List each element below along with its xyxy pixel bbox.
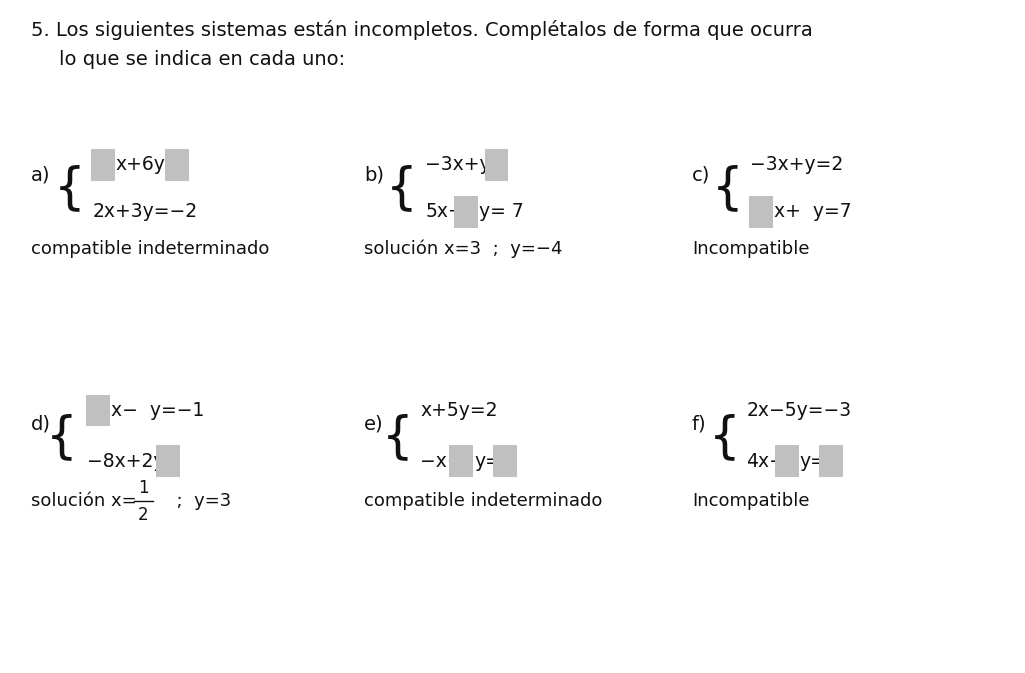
Text: 2x−5y=−3: 2x−5y=−3: [746, 401, 852, 420]
FancyBboxPatch shape: [749, 196, 773, 227]
Text: −x+: −x+: [420, 452, 463, 470]
Text: 2x+3y=−2: 2x+3y=−2: [92, 203, 198, 221]
FancyBboxPatch shape: [775, 446, 798, 476]
Text: {: {: [712, 164, 743, 213]
FancyBboxPatch shape: [819, 446, 843, 476]
Text: Incompatible: Incompatible: [692, 240, 810, 258]
Text: compatible indeterminado: compatible indeterminado: [31, 240, 270, 258]
Text: −3x+y=2: −3x+y=2: [750, 155, 844, 174]
FancyBboxPatch shape: [157, 446, 180, 476]
Text: solución x=3  ;  y=−4: solución x=3 ; y=−4: [364, 240, 563, 258]
Text: d): d): [31, 415, 51, 433]
Text: 5. Los siguientes sistemas están incompletos. Complétalos de forma que ocurra: 5. Los siguientes sistemas están incompl…: [31, 20, 813, 40]
FancyBboxPatch shape: [91, 149, 115, 180]
Text: solución x=: solución x=: [31, 493, 136, 510]
Text: compatible indeterminado: compatible indeterminado: [364, 493, 603, 510]
Text: 4x−: 4x−: [746, 452, 785, 470]
Text: 1: 1: [138, 479, 149, 497]
FancyBboxPatch shape: [485, 149, 508, 180]
Text: a): a): [31, 166, 50, 184]
Text: −8x+2y=: −8x+2y=: [87, 452, 180, 470]
Text: {: {: [386, 164, 417, 213]
Text: Incompatible: Incompatible: [692, 493, 810, 510]
Text: y=: y=: [474, 452, 501, 470]
Text: {: {: [46, 413, 77, 462]
Text: c): c): [692, 166, 710, 184]
Text: f): f): [692, 415, 706, 433]
Text: {: {: [709, 413, 740, 462]
Text: b): b): [364, 166, 384, 184]
Text: e): e): [364, 415, 383, 433]
Text: x−  y=−1: x− y=−1: [111, 401, 204, 420]
Text: 5x+: 5x+: [425, 203, 464, 221]
Text: x+  y=7: x+ y=7: [774, 203, 852, 221]
Text: −3x+y=: −3x+y=: [425, 155, 506, 174]
Text: y=: y=: [800, 452, 827, 470]
FancyBboxPatch shape: [86, 394, 110, 427]
Text: x+5y=2: x+5y=2: [420, 401, 498, 420]
FancyBboxPatch shape: [493, 446, 517, 476]
Text: lo que se indica en cada uno:: lo que se indica en cada uno:: [59, 50, 345, 69]
Text: 2: 2: [138, 506, 149, 524]
Text: x+6y=: x+6y=: [116, 155, 181, 174]
Text: ;  y=3: ; y=3: [165, 493, 232, 510]
Text: {: {: [54, 164, 85, 213]
Text: {: {: [382, 413, 413, 462]
FancyBboxPatch shape: [165, 149, 189, 180]
FancyBboxPatch shape: [454, 196, 478, 227]
Text: y= 7: y= 7: [479, 203, 524, 221]
FancyBboxPatch shape: [449, 446, 473, 476]
